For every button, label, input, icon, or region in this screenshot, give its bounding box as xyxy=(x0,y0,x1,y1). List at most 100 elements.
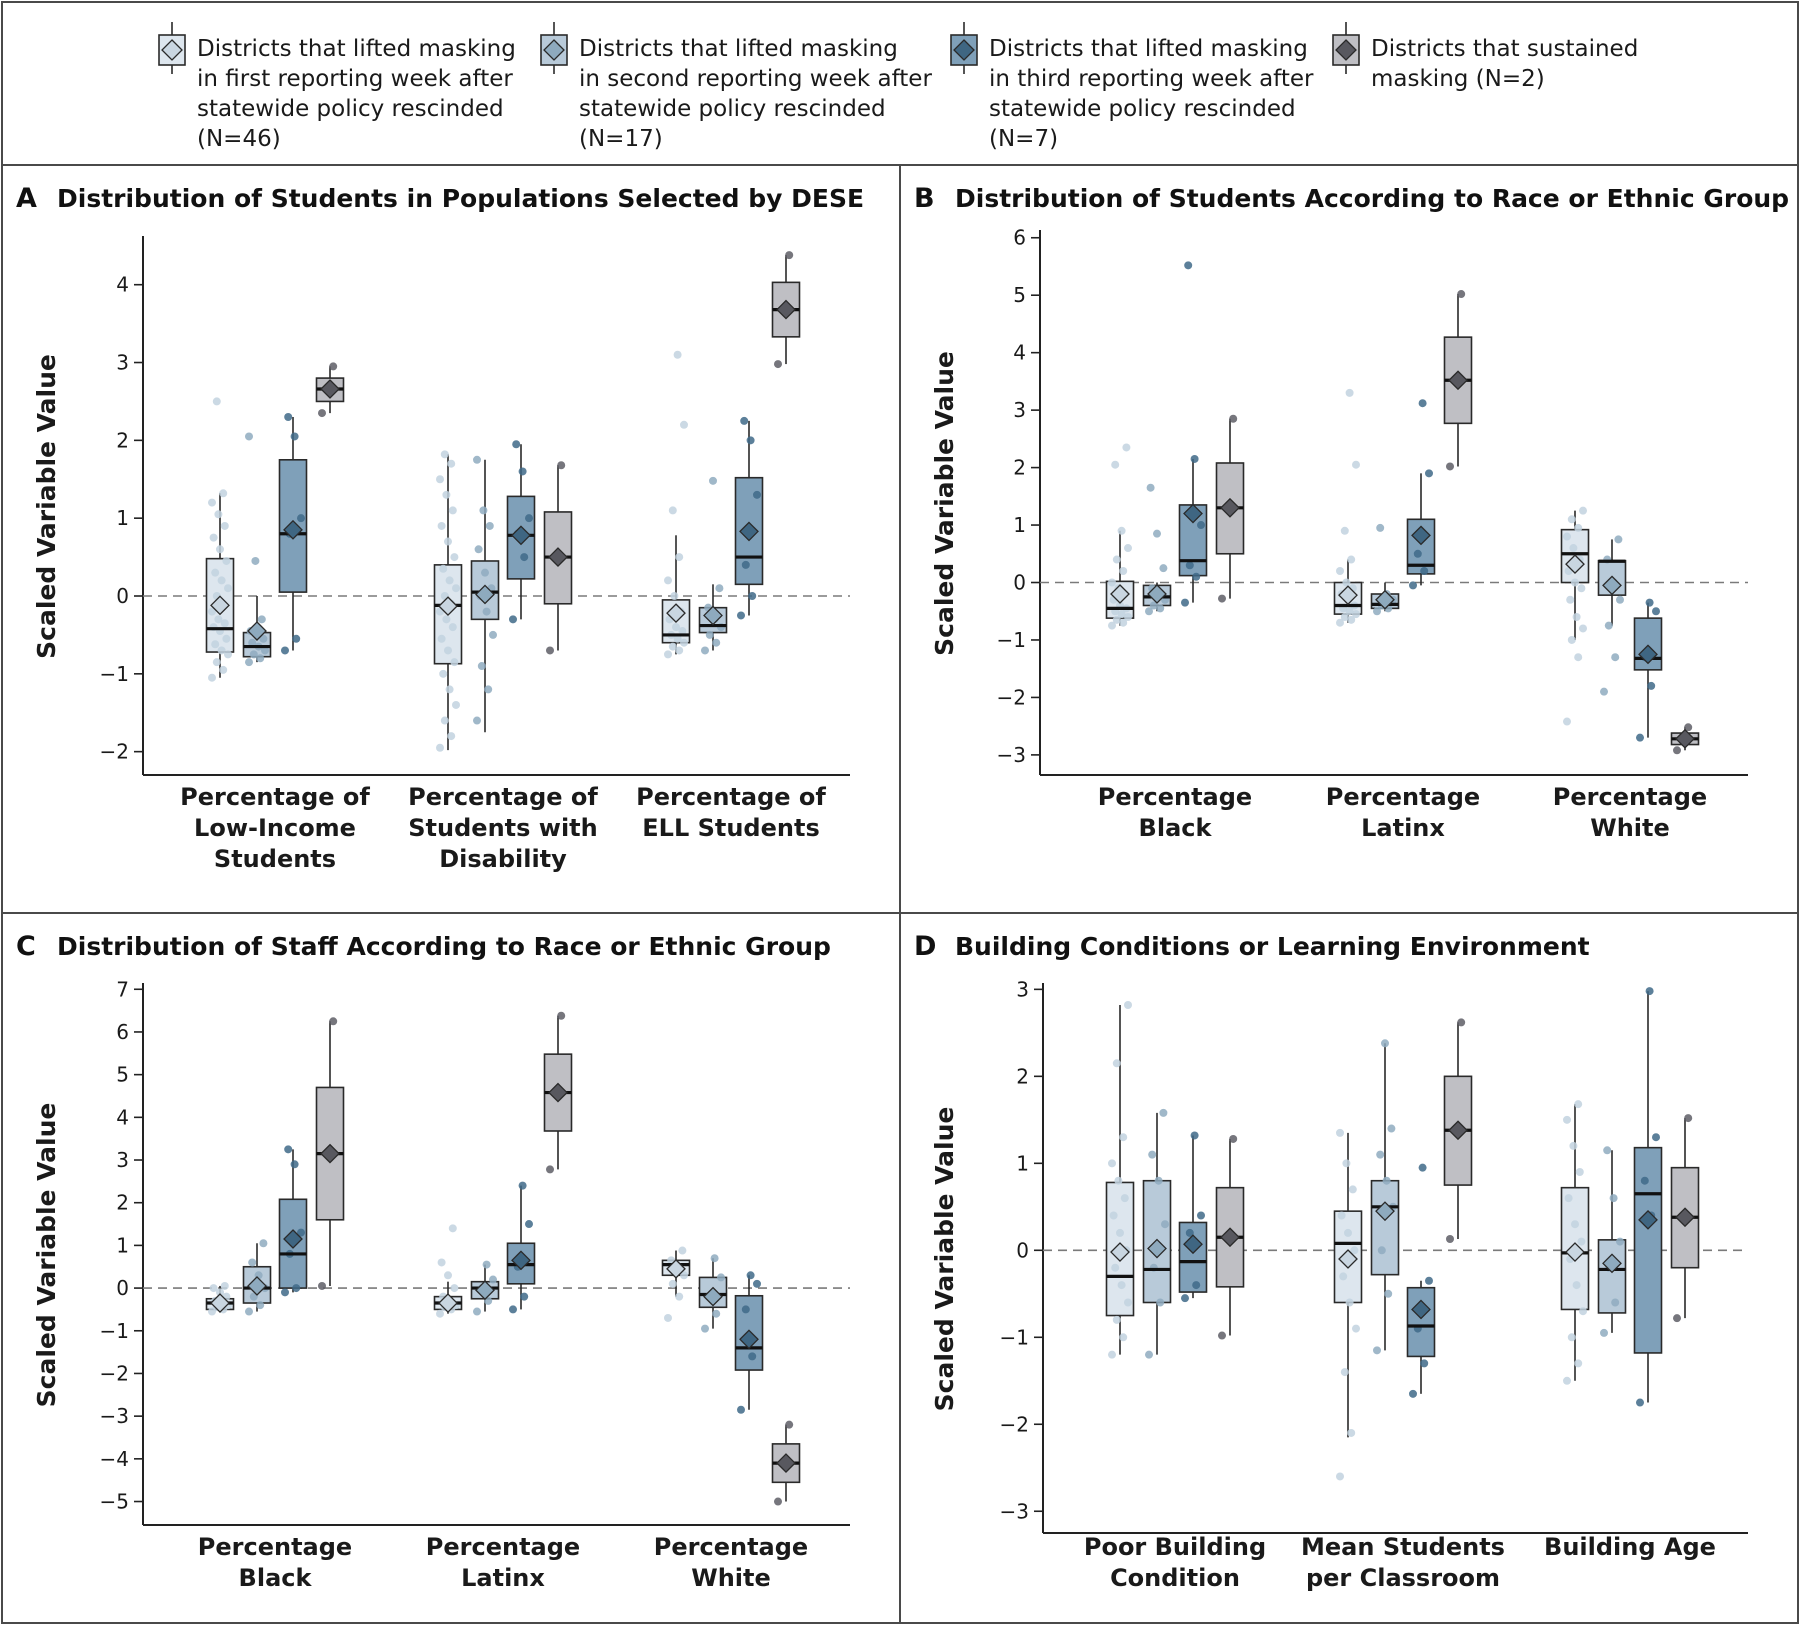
y-tick-label: 0 xyxy=(116,584,129,608)
data-point xyxy=(1577,1237,1586,1246)
data-point xyxy=(1117,526,1126,535)
data-point xyxy=(746,436,755,445)
data-point xyxy=(445,685,454,694)
data-point xyxy=(217,576,226,585)
data-point xyxy=(1197,521,1205,530)
data-point xyxy=(1600,687,1608,696)
box-plot xyxy=(1633,987,1663,1407)
data-point xyxy=(673,350,682,359)
legend-label-line: Districts that lifted masking xyxy=(579,36,898,62)
category-label: Poor Building xyxy=(1084,1533,1266,1561)
y-tick-label: 1 xyxy=(116,1233,129,1257)
data-point xyxy=(436,743,444,752)
data-point xyxy=(680,1271,688,1280)
data-point xyxy=(1579,624,1587,633)
data-point xyxy=(1574,1100,1583,1109)
panel-letter: C xyxy=(16,931,36,962)
data-point xyxy=(1418,1163,1427,1172)
data-point xyxy=(1108,1159,1116,1168)
data-point xyxy=(509,1305,517,1314)
mean-diamond xyxy=(438,596,458,617)
box-plot xyxy=(1105,443,1135,630)
y-tick-label: 0 xyxy=(1013,571,1026,595)
data-point xyxy=(1181,598,1189,607)
data-point xyxy=(1575,1168,1584,1177)
data-point xyxy=(256,1301,265,1310)
data-point xyxy=(452,584,460,593)
data-point xyxy=(668,1279,677,1288)
data-point xyxy=(447,459,456,468)
data-point xyxy=(1636,733,1644,742)
data-point xyxy=(1336,618,1344,627)
category-label: Mean Students xyxy=(1301,1533,1505,1561)
box-plot xyxy=(1370,1039,1400,1355)
mean-diamond xyxy=(1602,1253,1622,1274)
y-tick-label: 3 xyxy=(1016,977,1029,1001)
data-point xyxy=(1579,506,1587,515)
box-plot xyxy=(1215,1134,1245,1340)
panel-a: A Distribution of Students in Populations… xyxy=(16,183,864,873)
data-point xyxy=(1114,1176,1123,1185)
data-point xyxy=(439,669,448,678)
y-tick-label: 3 xyxy=(116,1148,129,1172)
data-point xyxy=(442,490,451,499)
data-point xyxy=(219,489,228,498)
data-point xyxy=(546,1165,554,1174)
box-plot xyxy=(315,1017,345,1290)
data-point xyxy=(1108,1350,1116,1359)
data-point xyxy=(664,650,672,659)
data-point xyxy=(737,1405,745,1414)
data-point xyxy=(709,476,717,485)
data-point xyxy=(1609,1194,1618,1203)
data-point xyxy=(473,1307,481,1316)
data-point xyxy=(1446,1234,1454,1243)
data-point xyxy=(1345,607,1354,616)
legend-label-line: Districts that lifted masking xyxy=(197,36,516,62)
data-point xyxy=(1563,717,1571,726)
box-plot xyxy=(543,1011,573,1174)
mean-diamond xyxy=(548,547,568,568)
data-point xyxy=(1569,1141,1578,1150)
y-axis-label: Scaled Variable Value xyxy=(930,351,959,656)
mean-diamond xyxy=(1638,1209,1658,1230)
data-point xyxy=(222,556,231,565)
data-point xyxy=(1347,1428,1356,1437)
data-point xyxy=(437,521,446,530)
mean-diamond xyxy=(283,1229,303,1249)
data-point xyxy=(1457,290,1466,299)
data-point xyxy=(1347,555,1356,564)
y-tick-label: 2 xyxy=(1016,1064,1029,1088)
data-point xyxy=(1161,1220,1169,1229)
data-point xyxy=(209,1284,218,1293)
data-point xyxy=(1352,460,1360,469)
panel-title: Distribution of Staff According to Race … xyxy=(57,932,831,961)
data-point xyxy=(1446,462,1454,471)
data-point xyxy=(1409,1389,1417,1398)
mean-diamond xyxy=(1375,1201,1395,1222)
data-point xyxy=(292,634,301,643)
y-axis-label: Scaled Variable Value xyxy=(32,1103,61,1408)
box-plot xyxy=(1597,1146,1627,1337)
category-group: Percentage of Students with Disability xyxy=(408,440,598,873)
data-point xyxy=(436,1309,444,1318)
box-plot xyxy=(734,1271,764,1414)
mean-diamond xyxy=(1448,370,1468,391)
data-point xyxy=(1181,1294,1189,1303)
data-point xyxy=(1563,532,1571,541)
y-tick-label: 5 xyxy=(1013,283,1026,307)
data-point xyxy=(664,1313,672,1322)
category-label: Latinx xyxy=(461,1564,545,1592)
data-point xyxy=(245,658,253,667)
data-point xyxy=(740,416,749,425)
y-axis-label: Scaled Variable Value xyxy=(930,1107,959,1412)
data-point xyxy=(1673,746,1681,755)
legend-label-line: (N=17) xyxy=(579,126,663,152)
y-tick-label: 1 xyxy=(1016,1151,1029,1175)
data-point xyxy=(678,1246,687,1255)
mean-diamond xyxy=(1638,644,1658,665)
legend-label-line: Districts that lifted masking xyxy=(989,36,1308,62)
y-tick-label: 0 xyxy=(116,1276,129,1300)
data-point xyxy=(1190,1131,1199,1140)
data-point xyxy=(1124,1001,1132,1010)
data-point xyxy=(1192,1281,1201,1290)
